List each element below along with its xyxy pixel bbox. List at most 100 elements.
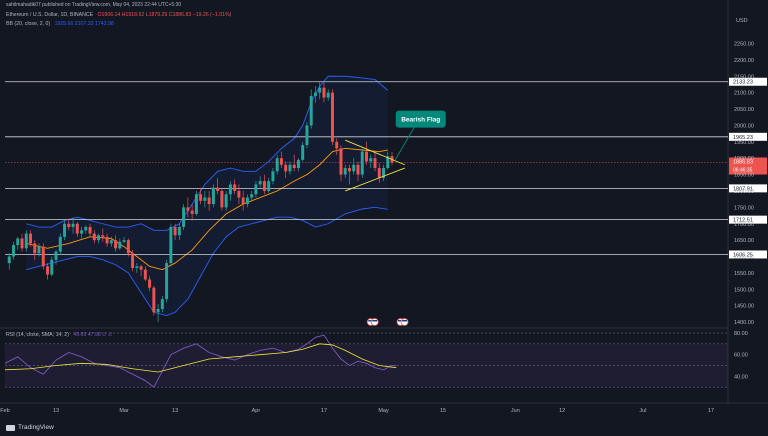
candle-body <box>63 223 67 237</box>
candle-body <box>148 279 152 288</box>
candle-body <box>50 259 54 275</box>
last-price-label: 1886.83 <box>733 160 753 166</box>
rsi-tick-label: 80.00 <box>734 331 748 337</box>
candle-body <box>54 251 58 260</box>
bb-fill <box>26 76 388 316</box>
candle-body <box>241 197 245 205</box>
level-tag <box>729 184 767 193</box>
candle-body <box>194 194 198 214</box>
candle-body <box>258 181 262 185</box>
candle-body <box>109 240 113 244</box>
candle-body <box>250 194 254 198</box>
publisher-line: sahilmahadik07 published on TradingView.… <box>6 2 184 8</box>
candle-body <box>360 151 364 175</box>
publisher-text: sahilmahadik07 published on TradingView.… <box>6 2 182 8</box>
rsi-label[interactable]: RSI (14, close, SMA, 14, 2) <box>6 332 69 338</box>
candle-body <box>24 233 28 249</box>
candle-body <box>211 187 215 205</box>
rsi-legend[interactable]: RSI (14, close, SMA, 14, 2) 49.69 47.98 … <box>6 332 116 338</box>
candle-body <box>105 236 109 244</box>
candle-body <box>118 241 122 249</box>
level-tag <box>729 250 767 259</box>
candle-body <box>177 227 181 236</box>
symbol-name[interactable]: Ethereum / U.S. Dollar, 1D, BINANCE <box>6 12 94 18</box>
tradingview-brand: TradingView <box>18 424 54 431</box>
candle-body <box>335 141 339 149</box>
candle-body <box>46 266 50 275</box>
level-label: 1606.25 <box>733 252 753 258</box>
candle-body <box>12 245 15 257</box>
price-tick-label: 1450.00 <box>734 304 754 310</box>
price-tick-label: 1500.00 <box>734 287 754 293</box>
candle-body <box>182 207 186 228</box>
candle-body <box>186 207 190 211</box>
candle-body <box>237 190 241 198</box>
time-tick-label: 17 <box>321 408 327 414</box>
tradingview-logo[interactable]: TradingView <box>6 424 54 431</box>
candle-body <box>80 230 84 234</box>
rsi-line <box>4 334 397 388</box>
event-markers[interactable] <box>366 318 409 326</box>
candle-body <box>97 235 101 241</box>
candle-body <box>199 194 203 201</box>
time-tick-label: Mar <box>119 408 129 414</box>
price-tick-label: 1900.00 <box>734 156 754 162</box>
candle-body <box>122 240 126 242</box>
candle-body <box>245 197 249 205</box>
candle-body <box>356 164 360 175</box>
level-label: 2133.23 <box>733 80 753 86</box>
candle-body <box>339 148 343 175</box>
candle-body <box>75 223 79 234</box>
candle-body <box>169 227 173 264</box>
candle-body <box>284 164 288 172</box>
candle-body <box>29 233 33 244</box>
candle-body <box>216 187 220 191</box>
level-label: 1965.23 <box>733 135 753 141</box>
candle-body <box>292 164 296 169</box>
price-tick-label: 1550.00 <box>734 271 754 277</box>
candle-body <box>224 194 228 208</box>
us-flag-stripe-icon <box>398 320 404 322</box>
candle-body <box>343 168 347 175</box>
candle-body <box>88 227 92 234</box>
candle-body <box>84 227 88 231</box>
candle-body <box>305 125 309 146</box>
symbol-legend[interactable]: Ethereum / U.S. Dollar, 1D, BINANCE O190… <box>6 12 234 18</box>
bb-label[interactable]: BB (20, close, 2, 0) <box>6 21 51 27</box>
price-tick-label: 2100.00 <box>734 91 754 97</box>
time-tick-label: Jun <box>511 408 520 414</box>
candle-body <box>382 168 386 178</box>
candle-body <box>139 266 143 270</box>
candle-body <box>318 87 322 93</box>
candle-body <box>58 236 62 252</box>
level-tag <box>729 215 767 224</box>
candle-body <box>41 246 45 267</box>
candle-body <box>313 92 317 96</box>
candle-body <box>275 158 279 172</box>
candle-body <box>20 238 24 249</box>
candle-body <box>33 243 37 254</box>
bb-legend[interactable]: BB (20, close, 2, 0) 1925.66 2107.33 174… <box>6 21 117 27</box>
candle-body <box>271 171 275 182</box>
price-tick-label: 2000.00 <box>734 123 754 129</box>
price-tick-label: 2050.00 <box>734 107 754 113</box>
price-axis[interactable]: 2250.00 2200.00 2150.00 2100.00 2050.00 2000.… <box>734 18 754 380</box>
candle-body <box>254 184 258 195</box>
us-flag-icon <box>400 318 409 326</box>
time-tick-label: Jul <box>639 408 646 414</box>
price-tick-label: 1650.00 <box>734 238 754 244</box>
candle-body <box>352 164 356 172</box>
candle-body <box>279 158 283 165</box>
time-tick-label: 12 <box>559 408 565 414</box>
candle-body <box>126 240 130 254</box>
callout-box <box>395 110 446 128</box>
price-tick-label: 1800.00 <box>734 189 754 195</box>
tradingview-icon <box>6 424 15 431</box>
time-axis[interactable]: Feb 13 Mar 13 Apr 17 May 15 Jun 12 Jul 17 <box>0 408 714 414</box>
candle-body <box>173 227 177 236</box>
candle-body <box>152 287 156 313</box>
price-tick-label: 2250.00 <box>734 41 754 47</box>
candle-body <box>233 184 237 191</box>
candle-body <box>135 266 139 268</box>
